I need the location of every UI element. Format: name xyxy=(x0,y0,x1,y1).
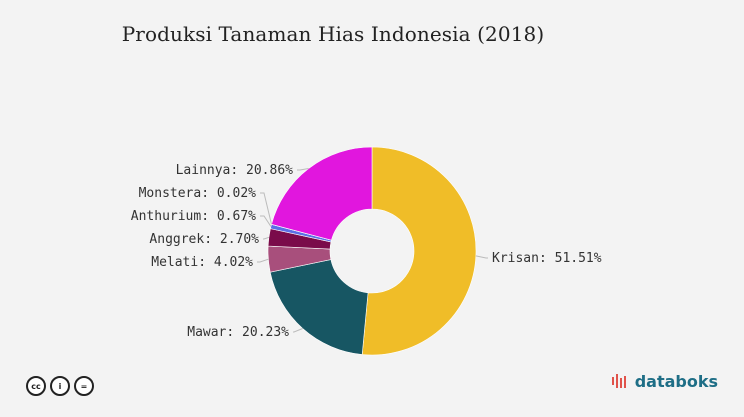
slice-krisan[interactable] xyxy=(361,146,477,356)
label-anggrek: Anggrek: 2.70% xyxy=(149,232,259,247)
leader-lines xyxy=(257,168,488,333)
leader-line-mawar xyxy=(293,328,303,333)
chart-title: Produksi Tanaman Hias Indonesia (2018) xyxy=(121,22,545,46)
leader-line-lainnya xyxy=(297,168,309,171)
by-icon: i xyxy=(50,376,70,396)
leader-line-krisan xyxy=(475,255,488,259)
slices-group xyxy=(267,146,477,356)
label-lainnya: Lainnya: 20.86% xyxy=(176,163,294,178)
label-melati: Melati: 4.02% xyxy=(151,255,253,270)
label-monstera: Monstera: 0.02% xyxy=(139,186,257,201)
leader-line-anthurium xyxy=(260,215,272,227)
slice-labels: Krisan: 51.51% Mawar: 20.23% Melati: 4.02%… xyxy=(131,163,602,340)
nd-icon: = xyxy=(74,376,94,396)
leader-line-monstera xyxy=(260,192,272,225)
label-krisan: Krisan: 51.51% xyxy=(492,251,602,266)
cc-icon: cc xyxy=(26,376,46,396)
slice-mawar[interactable] xyxy=(269,259,369,355)
leader-line-melati xyxy=(257,258,269,263)
databoks-icon xyxy=(611,373,626,388)
leader-line-anggrek xyxy=(263,236,270,240)
slice-lainnya[interactable] xyxy=(271,146,373,241)
brand-name: databoks xyxy=(634,372,718,391)
label-mawar: Mawar: 20.23% xyxy=(187,325,289,340)
label-anthurium: Anthurium: 0.67% xyxy=(131,209,256,224)
license-icons: cc i = xyxy=(26,376,94,396)
brand-logo[interactable]: databoks xyxy=(611,372,718,391)
